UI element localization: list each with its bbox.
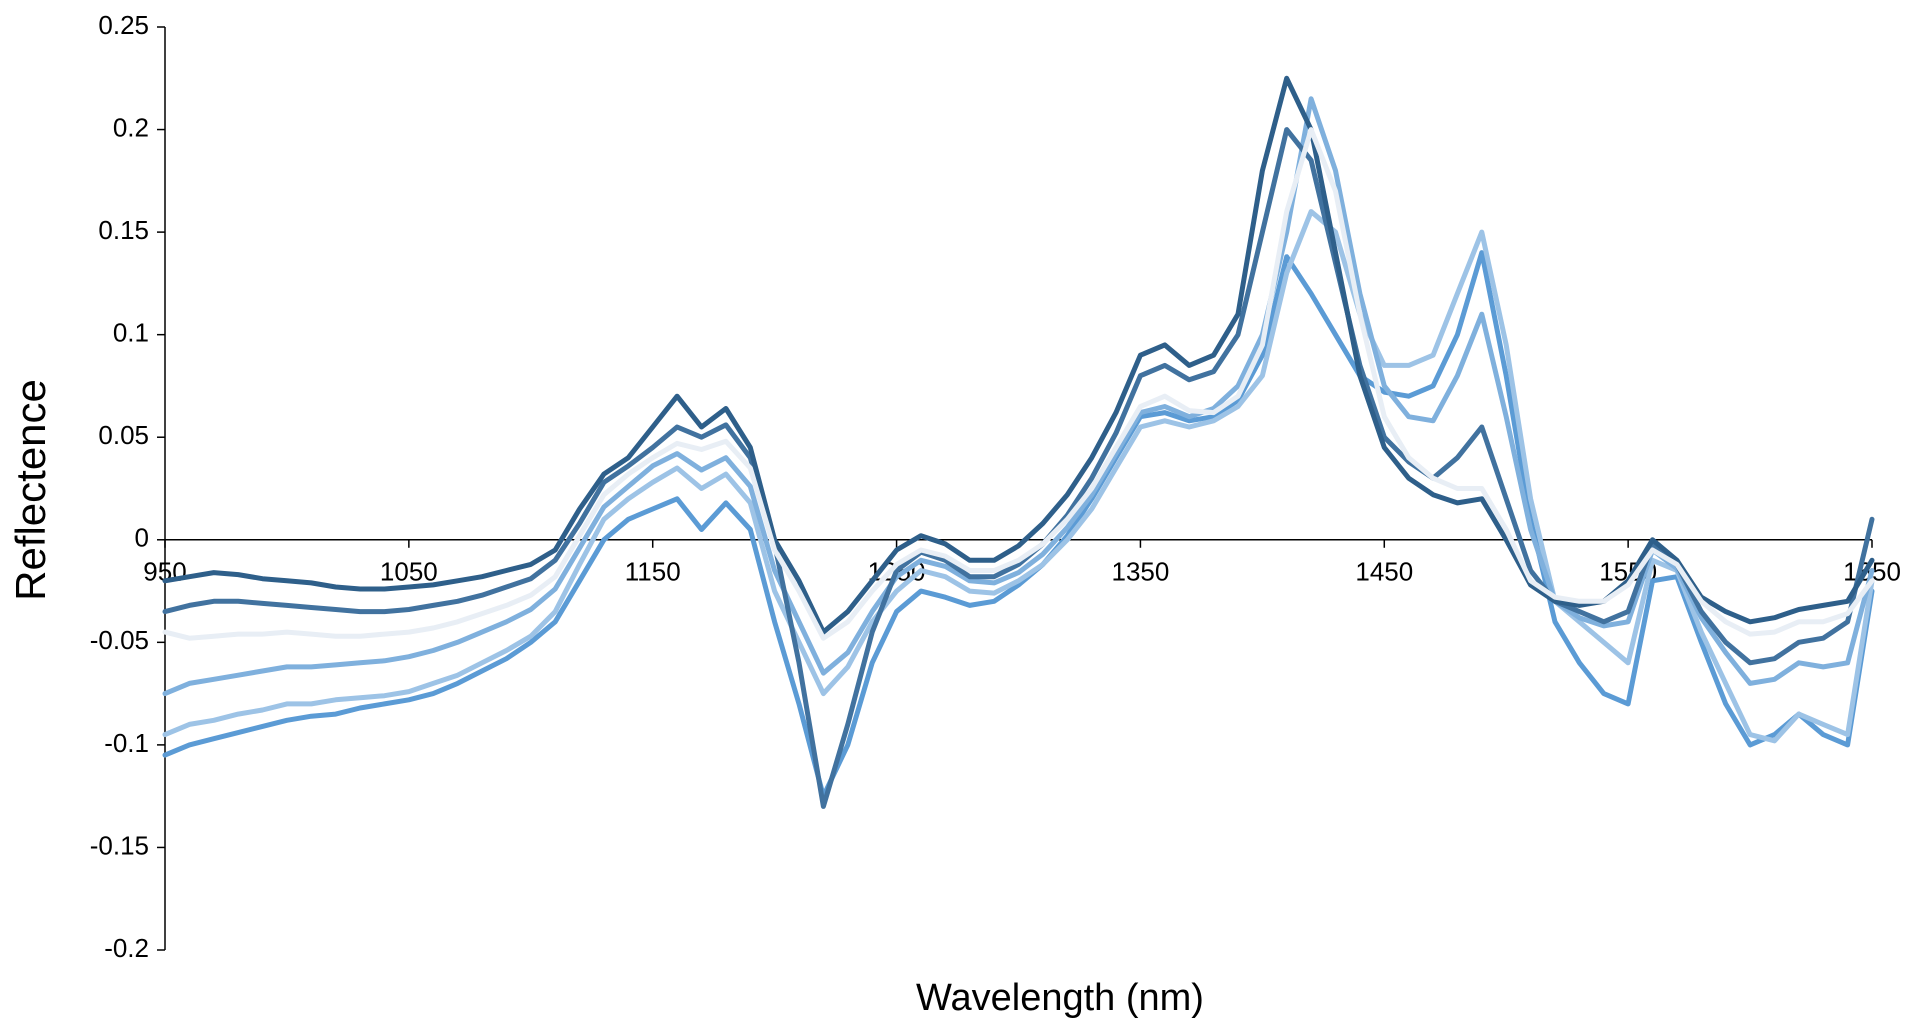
y-tick-label: -0.05 <box>90 625 149 655</box>
y-tick-label: 0.1 <box>113 318 149 348</box>
x-axis-title: Wavelength (nm) <box>916 977 1204 1019</box>
y-tick-label: 0.15 <box>98 215 149 245</box>
y-tick-label: 0.25 <box>98 10 149 40</box>
spectrum-line <box>162 75 1875 635</box>
x-tick-label: 1450 <box>1355 557 1413 587</box>
y-tick-label: 0.05 <box>98 420 149 450</box>
y-tick-label: -0.1 <box>104 728 149 758</box>
spectrum-line <box>162 96 1875 697</box>
x-tick-label: 1050 <box>380 557 438 587</box>
spectrum-line <box>162 127 1875 641</box>
y-axis-title: Reflectence <box>7 379 54 601</box>
x-tick-label: 1150 <box>625 557 681 587</box>
spectrum-line <box>162 209 1875 744</box>
y-tick-label: -0.15 <box>90 830 149 860</box>
x-tick-label: 1350 <box>1112 557 1170 587</box>
y-tick-label: -0.2 <box>104 933 149 963</box>
y-tick-label: 0.2 <box>113 112 149 142</box>
spectrum-line <box>162 250 1875 799</box>
spectrum-line <box>162 127 1875 809</box>
y-tick-label: 0 <box>135 523 149 553</box>
